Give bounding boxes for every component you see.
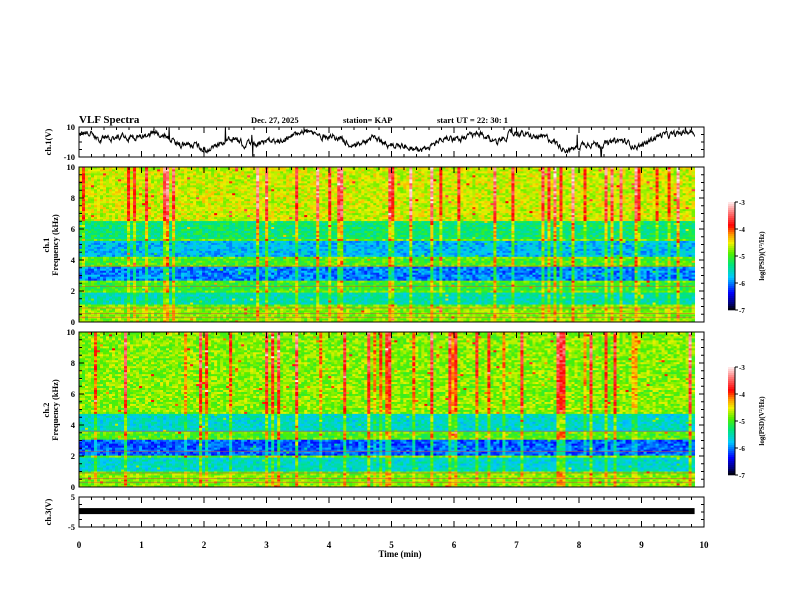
ch1-spectrogram bbox=[79, 167, 695, 322]
figure-title: VLF Spectra bbox=[79, 114, 140, 126]
date-label: Dec. 27, 2025 bbox=[251, 115, 299, 125]
start-time-label: start UT = 22: 30: 1 bbox=[437, 115, 508, 125]
station-label: station= KAP bbox=[343, 115, 392, 125]
